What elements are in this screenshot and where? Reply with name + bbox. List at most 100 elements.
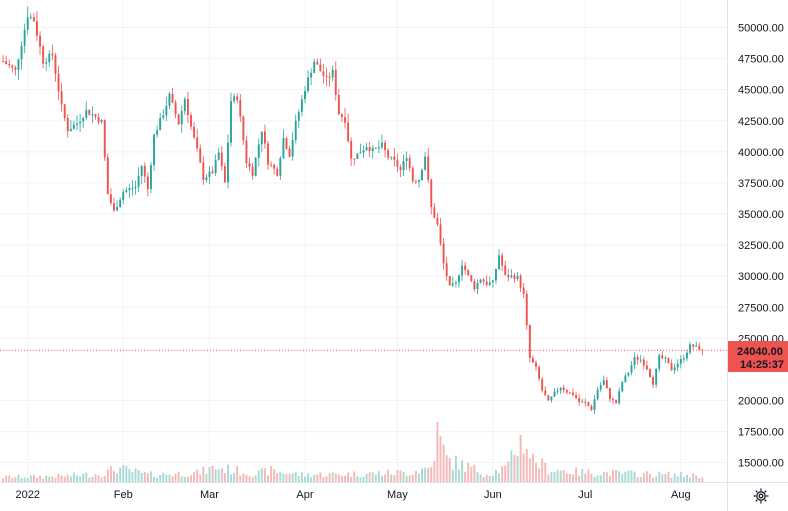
volume-bar: [538, 468, 541, 482]
candle-body: [300, 99, 303, 112]
candle-body: [565, 390, 568, 393]
price-axis[interactable]: 50000.00 47500.00 45000.00 42500.00 40000.00…: [727, 0, 784, 511]
candle-body: [608, 388, 611, 400]
volume-bar: [334, 473, 337, 482]
candle-body: [202, 162, 205, 181]
volume-bar: [522, 453, 525, 482]
candle-body: [270, 164, 273, 166]
volume-bar: [156, 477, 159, 482]
volume-bar: [399, 470, 402, 482]
volume-bar: [97, 475, 100, 482]
volume-bar: [442, 444, 445, 482]
candle-body: [100, 120, 103, 123]
volume-bar: [8, 475, 11, 482]
candle-body: [519, 275, 522, 288]
candle-body: [196, 137, 199, 149]
candle-body: [408, 158, 411, 169]
candle-body: [581, 401, 584, 403]
candle-body: [627, 372, 630, 376]
volume-bar: [23, 477, 26, 482]
candle-body: [63, 104, 66, 118]
volume-bar: [48, 476, 51, 482]
volume-bar: [384, 474, 387, 482]
volume-bar: [485, 474, 488, 482]
candle-body: [461, 265, 464, 276]
candle-body: [350, 140, 353, 159]
candle-body: [316, 61, 319, 65]
candle-body: [267, 143, 269, 165]
volume-bar: [510, 450, 513, 482]
y-tick-label: 50000.00: [738, 23, 784, 35]
volume-bar: [72, 472, 75, 482]
candle-body: [162, 115, 165, 118]
y-tick-label: 32500.00: [738, 240, 784, 252]
candle-body: [159, 117, 162, 131]
candle-body: [541, 378, 544, 391]
volume-bar: [695, 475, 698, 482]
candle-body: [131, 188, 134, 190]
volume-bar: [451, 469, 454, 482]
candle-body: [445, 263, 448, 277]
volume-bar: [223, 473, 226, 482]
candle-body: [676, 363, 679, 368]
volume-bar: [649, 474, 651, 482]
volume-bar: [251, 477, 254, 482]
candle-body: [149, 165, 152, 190]
x-tick-label: Jun: [484, 489, 502, 501]
candle-body: [106, 157, 109, 195]
candle-body: [94, 114, 97, 118]
candle-body: [482, 279, 485, 282]
volume-bar: [242, 473, 245, 482]
candle-body: [72, 124, 75, 129]
volume-bar: [168, 474, 171, 482]
candle-body: [587, 402, 590, 407]
candle-body: [695, 345, 698, 347]
volume-bar: [288, 473, 291, 482]
volume-bar: [79, 476, 82, 482]
volume-bar: [682, 476, 685, 482]
candle-body: [572, 392, 574, 395]
candle-body: [319, 64, 322, 72]
volume-bar: [556, 470, 559, 482]
candle-body: [239, 100, 242, 117]
volume-bar: [513, 454, 516, 482]
candle-body: [282, 137, 285, 159]
volume-bar: [593, 476, 596, 482]
candle-body: [79, 121, 82, 124]
volume-bar: [94, 474, 97, 482]
candle-body: [424, 156, 427, 170]
time-axis[interactable]: 2022 Feb Mar Apr May Jun Jul Aug: [0, 482, 788, 502]
volume-bars: [2, 422, 704, 482]
volume-bar: [642, 473, 645, 482]
candle-body: [670, 363, 673, 371]
volume-bar: [257, 470, 260, 482]
candle-body: [54, 55, 57, 74]
candle-body: [602, 380, 605, 386]
volume-bar: [285, 474, 288, 482]
candle-body: [639, 359, 642, 361]
candle-body: [156, 130, 159, 135]
candle-body: [103, 120, 106, 158]
volume-bar: [186, 476, 189, 482]
volume-bar: [140, 472, 143, 482]
volume-bar: [300, 472, 303, 482]
volume-bar: [541, 458, 544, 482]
candle-body: [562, 387, 565, 391]
volume-bar: [685, 474, 688, 482]
volume-bar: [615, 469, 618, 482]
volume-bar: [479, 474, 482, 482]
settings-gear-icon[interactable]: [751, 486, 771, 506]
volume-bar: [633, 471, 636, 482]
x-tick-label: Mar: [200, 489, 219, 501]
candle-body: [522, 287, 525, 294]
candle-body: [60, 91, 63, 105]
volume-bar: [516, 456, 519, 482]
candle-body: [304, 91, 306, 100]
candle-body: [575, 394, 578, 399]
volume-bar: [294, 472, 297, 482]
candle-body: [362, 150, 365, 153]
candle-body: [42, 46, 45, 64]
volume-bar: [106, 469, 109, 482]
candle-body: [153, 134, 155, 166]
